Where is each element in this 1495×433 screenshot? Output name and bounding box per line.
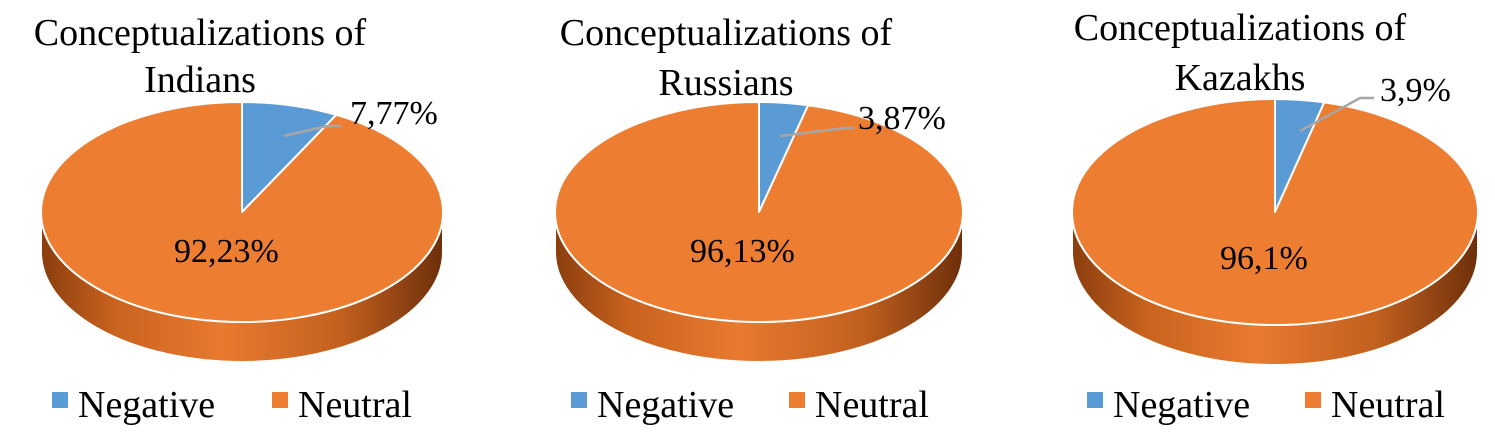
chart-title-line-1: Kazakhs [1175, 57, 1306, 99]
data-label-neutral: 92,23% [174, 233, 279, 270]
legend-swatch-neutral [1305, 392, 1321, 408]
legend: Negative Neutral [52, 384, 412, 426]
leader-line [283, 124, 341, 138]
data-label-negative: 3,87% [858, 100, 946, 137]
pie-chart-1: Conceptualizations of Russians 3,87% 96,13%… [554, 12, 964, 426]
chart-title-line-1: Russians [658, 62, 793, 104]
pie-slice-neutral [40, 101, 444, 323]
pie-slice-neutral [1071, 98, 1479, 326]
legend-swatch-negative [52, 392, 68, 408]
chart-title-line-0: Conceptualizations of [1074, 7, 1407, 49]
chart-title-line-0: Conceptualizations of [560, 12, 893, 54]
legend-swatch-neutral [272, 392, 288, 408]
leader-line [1299, 96, 1374, 133]
pie-slice-neutral [554, 101, 964, 323]
data-label-negative: 3,9% [1380, 72, 1451, 109]
legend: Negative Neutral [571, 384, 929, 426]
chart-title-line-0: Conceptualizations of [34, 12, 367, 54]
legend-swatch-negative [1087, 392, 1103, 408]
data-label-negative: 7,77% [350, 95, 438, 132]
legend-label-negative: Negative [78, 384, 215, 426]
data-label-neutral: 96,13% [690, 233, 795, 270]
leader-line [779, 126, 854, 138]
legend-label-neutral: Neutral [298, 384, 412, 426]
legend-swatch-neutral [789, 392, 805, 408]
legend-label-neutral: Neutral [815, 384, 929, 426]
legend: Negative Neutral [1087, 384, 1445, 426]
legend-label-negative: Negative [1113, 384, 1250, 426]
pie-chart-2: Conceptualizations of Kazakhs 3,9% 96,1% Neg… [1071, 7, 1479, 426]
chart-title-line-1: Indians [144, 59, 256, 101]
legend-label-negative: Negative [597, 384, 734, 426]
pie-chart-0: Conceptualizations of Indians 7,77% 92,23% N… [34, 12, 444, 426]
legend-swatch-negative [571, 392, 587, 408]
legend-label-neutral: Neutral [1331, 384, 1445, 426]
data-label-neutral: 96,1% [1220, 240, 1308, 277]
